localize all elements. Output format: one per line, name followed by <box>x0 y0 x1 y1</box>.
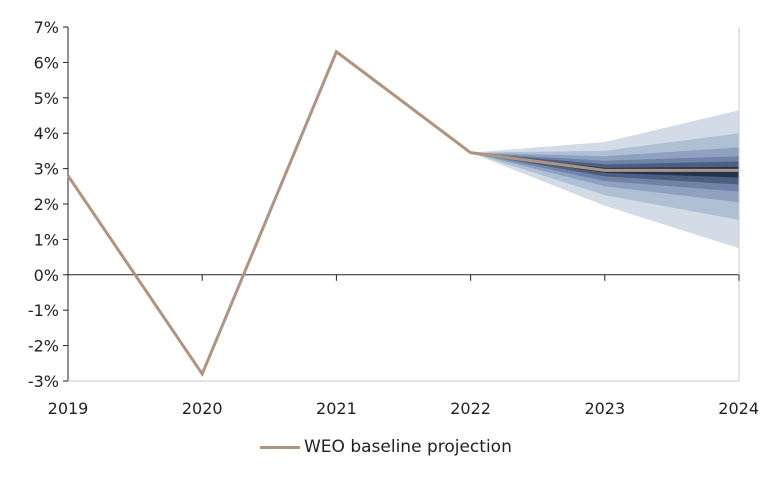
x-tick-label: 2021 <box>316 399 357 418</box>
legend-swatch <box>260 445 300 449</box>
x-tick-label: 2024 <box>718 399 759 418</box>
series-lines <box>66 49 739 378</box>
y-tick-label: -1% <box>28 301 59 320</box>
x-tick-label: 2022 <box>450 399 491 418</box>
y-tick-label: 6% <box>34 53 59 72</box>
legend-label: WEO baseline projection <box>304 437 512 457</box>
y-tick-label: -3% <box>28 372 59 391</box>
y-axis-tick-labels: 7% 6% 5% 4% 3% 2% 1% 0% -1% -2% -3% <box>28 18 59 391</box>
legend: WEO baseline projection <box>260 437 512 457</box>
y-tick-label: 4% <box>34 124 59 143</box>
axes <box>63 26 740 382</box>
x-tick-label: 2020 <box>182 399 223 418</box>
x-axis-tick-labels: 2019 2020 2021 2022 2023 2024 <box>48 399 759 418</box>
fan-chart-bands <box>470 110 739 249</box>
y-tick-label: 5% <box>34 89 59 108</box>
y-tick-label: 7% <box>34 18 59 37</box>
y-tick-label: 1% <box>34 230 59 249</box>
y-tick-label: -2% <box>28 337 59 356</box>
y-tick-label: 0% <box>34 266 59 285</box>
series-line-weo-baseline <box>66 49 739 378</box>
y-tick-label: 2% <box>34 195 59 214</box>
x-tick-label: 2019 <box>48 399 89 418</box>
y-tick-label: 3% <box>34 160 59 179</box>
x-tick-label: 2023 <box>584 399 625 418</box>
